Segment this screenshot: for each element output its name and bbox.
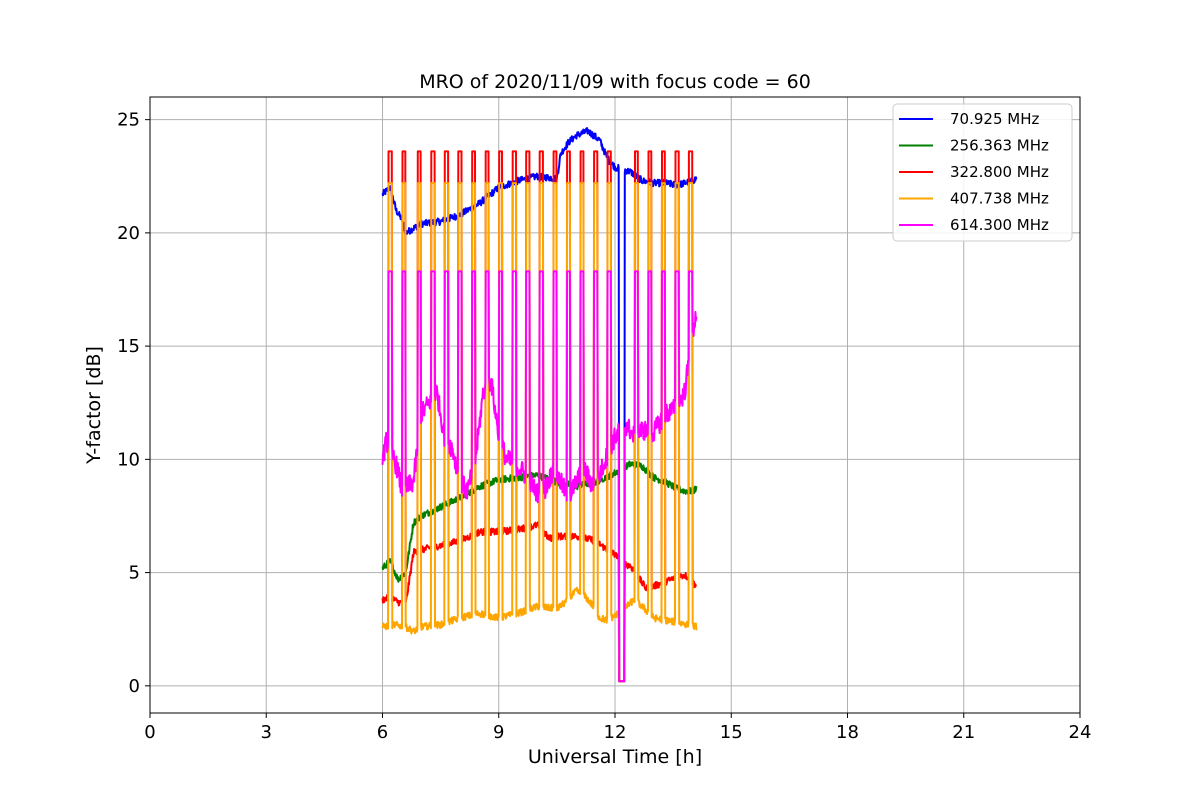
y-axis-ticks: 0 5 10 15 20 25 <box>117 110 150 697</box>
legend-label: 256.363 MHz <box>950 137 1049 155</box>
legend-label: 70.925 MHz <box>950 110 1039 128</box>
y-tick-label: 5 <box>129 563 140 584</box>
y-tick-label: 20 <box>117 223 140 244</box>
x-axis-label: Universal Time [h] <box>528 746 702 768</box>
y-tick-label: 15 <box>117 336 140 357</box>
y-tick-label: 25 <box>117 110 140 131</box>
x-tick-label: 0 <box>144 722 155 743</box>
series-lines <box>381 127 698 683</box>
x-tick-label: 21 <box>952 722 975 743</box>
legend-label: 614.300 MHz <box>950 216 1049 234</box>
chart-title: MRO of 2020/11/09 with focus code = 60 <box>419 71 811 93</box>
x-tick-label: 24 <box>1069 722 1092 743</box>
x-tick-label: 18 <box>836 722 859 743</box>
legend-box <box>892 103 1073 242</box>
x-tick-label: 15 <box>720 722 743 743</box>
x-axis-ticks: 0 3 6 9 12 15 18 21 24 <box>144 713 1091 743</box>
y-axis-label: Y-factor [dB] <box>83 346 105 465</box>
legend-label: 322.800 MHz <box>950 163 1049 181</box>
y-tick-label: 10 <box>117 449 140 470</box>
series-line <box>381 270 698 683</box>
x-tick-label: 9 <box>493 722 504 743</box>
legend: 70.925 MHz 256.363 MHz 322.800 MHz 407.738 … <box>892 103 1073 242</box>
y-tick-label: 0 <box>129 676 140 697</box>
x-tick-label: 3 <box>261 722 272 743</box>
legend-label: 407.738 MHz <box>950 190 1049 208</box>
x-tick-label: 12 <box>604 722 627 743</box>
x-tick-label: 6 <box>377 722 388 743</box>
